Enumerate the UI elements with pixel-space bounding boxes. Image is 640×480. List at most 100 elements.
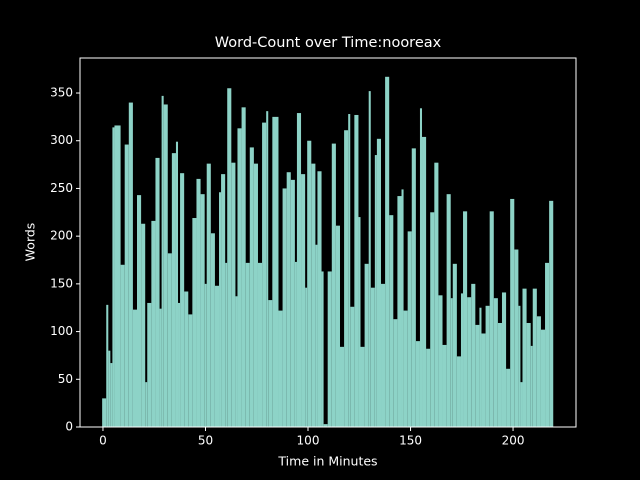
bar — [114, 125, 121, 427]
bar — [112, 127, 115, 428]
bar — [368, 91, 371, 427]
bar — [415, 341, 420, 427]
bar — [204, 283, 207, 427]
bar — [467, 297, 472, 427]
bar — [311, 163, 316, 427]
bar — [286, 172, 291, 427]
bar — [489, 211, 494, 427]
bar — [145, 382, 148, 427]
bar — [290, 179, 295, 427]
bar — [163, 104, 168, 427]
bar — [147, 302, 152, 427]
x-tick-label: 200 — [502, 434, 525, 448]
bar — [530, 345, 533, 427]
bar — [348, 114, 351, 428]
bar — [321, 271, 324, 427]
bar — [358, 217, 361, 427]
bar — [188, 314, 193, 427]
bar — [549, 200, 554, 427]
bar — [178, 302, 181, 427]
bar — [493, 298, 498, 427]
bar — [167, 253, 172, 427]
axes-frame — [79, 57, 577, 428]
bar — [235, 296, 238, 427]
bar — [442, 344, 447, 427]
bar — [102, 398, 107, 427]
bar — [227, 88, 232, 428]
bar — [364, 263, 369, 427]
bar — [272, 116, 279, 428]
x-tick-label: 0 — [99, 434, 107, 448]
bar — [460, 293, 464, 427]
bar — [307, 140, 312, 427]
bar — [381, 283, 386, 427]
bar — [249, 147, 254, 427]
bar — [446, 194, 451, 427]
bar — [389, 215, 394, 427]
bar — [518, 305, 521, 427]
bar — [540, 329, 546, 427]
bar — [241, 107, 246, 428]
bar — [262, 122, 267, 427]
bar — [393, 319, 398, 427]
bar — [370, 287, 375, 427]
bar — [526, 322, 531, 427]
bar — [407, 231, 412, 427]
bar — [128, 102, 133, 428]
y-tick-label: 300 — [50, 133, 73, 147]
bar — [192, 218, 197, 427]
bar — [253, 163, 258, 427]
bar — [475, 324, 480, 427]
bar — [335, 225, 340, 427]
bar — [422, 136, 427, 427]
bar — [463, 211, 468, 427]
bar — [411, 148, 416, 427]
bar — [374, 155, 377, 428]
bar — [354, 114, 359, 428]
y-tick-label: 350 — [50, 86, 73, 100]
bar — [510, 198, 515, 427]
bar — [231, 162, 236, 427]
y-tick-label: 200 — [50, 229, 73, 243]
x-tick-label: 100 — [297, 434, 320, 448]
bar — [268, 300, 273, 427]
bar — [520, 382, 523, 427]
bar — [339, 346, 345, 427]
bar — [450, 298, 453, 427]
y-tick-label: 0 — [65, 420, 73, 434]
bar — [438, 295, 443, 427]
bar — [532, 288, 537, 427]
bar — [536, 316, 541, 427]
bar — [522, 288, 527, 427]
bar — [151, 220, 156, 427]
bar — [344, 130, 349, 428]
bar — [323, 424, 328, 427]
bar — [210, 233, 215, 427]
bar — [403, 310, 408, 427]
bar — [180, 173, 185, 427]
x-axis-label: Time in Minutes — [277, 454, 377, 469]
bar — [401, 189, 404, 427]
y-axis-label: Words — [23, 223, 38, 262]
bar — [497, 322, 502, 427]
bar — [219, 192, 222, 427]
bar — [327, 271, 332, 427]
bar — [159, 308, 162, 427]
bar — [257, 262, 263, 427]
bar — [456, 356, 461, 427]
x-tick-label: 50 — [198, 434, 213, 448]
bar — [141, 223, 146, 427]
x-tick-label: 150 — [399, 434, 422, 448]
bar — [434, 162, 439, 427]
bar — [305, 287, 308, 427]
bar — [452, 263, 457, 427]
bar — [221, 174, 226, 427]
bar — [385, 76, 390, 428]
bar — [106, 304, 109, 427]
bar — [501, 292, 507, 427]
bar — [214, 285, 220, 427]
bar — [506, 368, 511, 427]
bar — [294, 261, 297, 427]
bar — [479, 307, 482, 427]
